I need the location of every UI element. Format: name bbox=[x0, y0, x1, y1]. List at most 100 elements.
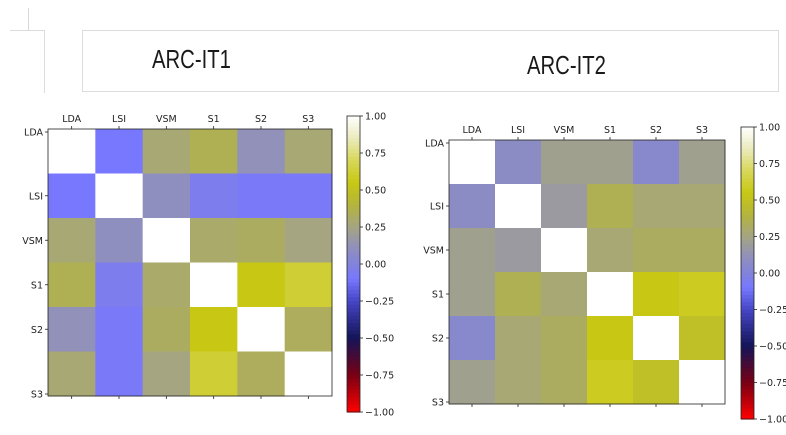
heatmap-cell-r5-c0 bbox=[48, 351, 96, 397]
colorbar-segment bbox=[347, 212, 360, 217]
colorbar-segment bbox=[347, 323, 360, 328]
heatmap-cell-r4-c1 bbox=[95, 307, 144, 352]
y-tick-label-s2: S2 bbox=[31, 325, 43, 336]
heatmap-cell-r2-c1 bbox=[495, 228, 542, 273]
colorbar-segment bbox=[741, 130, 754, 135]
colorbar-segment bbox=[741, 397, 754, 402]
colorbar-segment bbox=[741, 404, 754, 409]
y-tick-label-lda: LDA bbox=[24, 128, 43, 139]
colorbar-segment bbox=[347, 167, 360, 173]
heatmap-cell-r1-c2 bbox=[142, 173, 191, 219]
heatmap-cell-r2-c5 bbox=[284, 218, 333, 263]
heatmap-cell-r4-c4 bbox=[633, 316, 680, 361]
colorbar-segment bbox=[347, 386, 360, 391]
colorbar-segment bbox=[347, 149, 360, 154]
y-tick-label-s2: S2 bbox=[432, 334, 444, 345]
colorbar-tick-label: −1.00 bbox=[365, 408, 394, 419]
colorbar-tick-label: −0.50 bbox=[365, 334, 394, 345]
colorbar-segment bbox=[347, 378, 360, 383]
colorbar-segment bbox=[741, 134, 754, 139]
colorbar-segment bbox=[347, 127, 360, 132]
heatmap-cell-r4-c5 bbox=[679, 316, 726, 361]
colorbar-segment bbox=[347, 175, 360, 180]
colorbar-segment bbox=[347, 141, 360, 147]
colorbar-segment bbox=[347, 312, 360, 317]
colorbar-segment bbox=[347, 215, 360, 221]
colorbar-segment bbox=[347, 382, 360, 387]
colorbar-tick-label: 0.75 bbox=[759, 159, 780, 170]
colorbar-segment bbox=[347, 319, 360, 324]
heatmap-cell-r1-c0 bbox=[449, 184, 496, 229]
colorbar-segment bbox=[741, 221, 754, 227]
colorbar-segment bbox=[741, 400, 754, 405]
colorbar-segment bbox=[741, 156, 754, 161]
colorbar-segment bbox=[347, 178, 360, 184]
colorbar-segment bbox=[347, 334, 360, 339]
colorbar-segment bbox=[347, 267, 360, 272]
heatmap-cell-r0-c2 bbox=[541, 140, 588, 185]
colorbar-segment bbox=[741, 141, 754, 146]
colorbar-segment bbox=[347, 289, 360, 295]
plot-frame bbox=[47, 128, 333, 397]
colorbar-tick-label: 1.00 bbox=[759, 123, 780, 134]
heatmap-cell-r3-c5 bbox=[284, 262, 333, 308]
colorbar-segment bbox=[741, 218, 754, 223]
heatmap-cell-r2-c3 bbox=[587, 228, 634, 273]
colorbar-segment bbox=[741, 411, 754, 416]
heatmap-cell-r0-c3 bbox=[587, 140, 634, 185]
heatmap-cell-r3-c3 bbox=[190, 262, 238, 308]
heatmap-cell-r2-c0 bbox=[449, 228, 496, 273]
colorbar-segment bbox=[347, 389, 360, 395]
colorbar-segment bbox=[741, 185, 754, 190]
heatmap-cell-r5-c3 bbox=[587, 360, 634, 405]
colorbar-segment bbox=[741, 200, 754, 205]
title-box bbox=[82, 30, 779, 92]
heatmap-cell-r5-c2 bbox=[541, 360, 588, 405]
heatmap-cell-r3-c4 bbox=[633, 272, 680, 317]
heatmap-cell-r0-c2 bbox=[142, 129, 191, 174]
colorbar-segment bbox=[741, 320, 754, 325]
frame-tick bbox=[28, 8, 29, 30]
heatmap-cell-r5-c2 bbox=[142, 351, 191, 397]
colorbar-segment bbox=[347, 171, 360, 176]
heatmap-cell-r0-c5 bbox=[679, 140, 726, 185]
heatmap-cell-r3-c4 bbox=[237, 262, 286, 308]
heatmap-cell-r1-c4 bbox=[633, 184, 680, 229]
colorbar-segment bbox=[347, 360, 360, 365]
colorbar-tick-label: −1.00 bbox=[759, 415, 786, 426]
colorbar-segment bbox=[347, 156, 360, 161]
heatmap-cell-r1-c0 bbox=[48, 173, 96, 219]
colorbar-segment bbox=[741, 163, 754, 168]
colorbar-segment bbox=[347, 408, 360, 413]
heatmap-cell-r2-c2 bbox=[142, 218, 191, 263]
colorbar-tick-label: −0.25 bbox=[759, 305, 786, 316]
heatmap-cell-r4-c3 bbox=[587, 316, 634, 361]
colorbar-tick-label: −0.25 bbox=[365, 297, 394, 308]
heatmap-cell-r1-c3 bbox=[190, 173, 238, 219]
colorbar-segment bbox=[347, 356, 360, 361]
colorbar-segment bbox=[347, 130, 360, 136]
colorbar-segment bbox=[741, 356, 754, 362]
heatmap-cell-r5-c0 bbox=[449, 360, 496, 405]
x-tick-label-s1: S1 bbox=[604, 125, 616, 136]
colorbar-segment bbox=[741, 313, 754, 318]
colorbar-segment bbox=[741, 236, 754, 241]
colorbar-segment bbox=[347, 375, 360, 380]
colorbar-segment bbox=[347, 397, 360, 402]
y-tick-label-lsi: LSI bbox=[29, 191, 43, 202]
colorbar-segment bbox=[741, 192, 754, 197]
colorbar-segment bbox=[741, 302, 754, 307]
colorbar-segment bbox=[741, 148, 754, 154]
heatmap-cell-r5-c4 bbox=[633, 360, 680, 405]
colorbar-segment bbox=[347, 223, 360, 228]
colorbar-segment bbox=[741, 346, 754, 351]
colorbar-segment bbox=[741, 152, 754, 157]
colorbar-segment bbox=[347, 352, 360, 358]
y-tick-label-s3: S3 bbox=[432, 398, 444, 409]
colorbar-segment bbox=[347, 341, 360, 346]
colorbar-segment bbox=[347, 326, 360, 332]
heatmap-cell-r4-c4 bbox=[237, 307, 286, 352]
heatmap-cell-r3-c0 bbox=[449, 272, 496, 317]
colorbar-segment bbox=[741, 225, 754, 230]
colorbar-segment bbox=[741, 386, 754, 391]
